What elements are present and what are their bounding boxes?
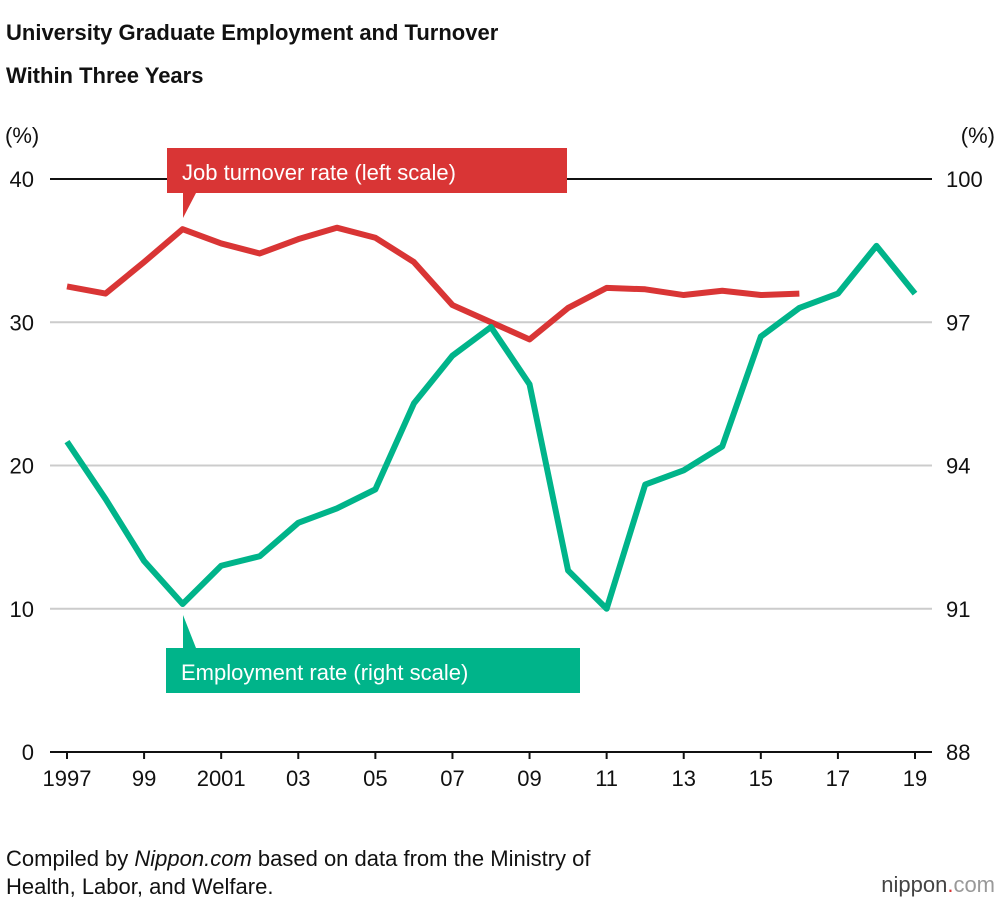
legend-label: Employment rate (right scale) <box>181 660 468 685</box>
y2-tick-label: 94 <box>946 454 970 479</box>
y-unit: (%) <box>5 123 39 148</box>
callout-box <box>167 148 567 218</box>
x-tick-label: 09 <box>517 766 541 791</box>
series-line <box>64 242 918 612</box>
legend-employment: Employment rate (right scale) <box>166 615 580 693</box>
x-tick-label: 05 <box>363 766 387 791</box>
lines <box>64 224 918 612</box>
chart-title: Within Three Years <box>6 63 203 88</box>
x-tick-label: 13 <box>671 766 695 791</box>
y2-tick-label: 88 <box>946 740 970 765</box>
logo: nippon.com <box>881 872 995 897</box>
y-tick-label: 30 <box>10 310 34 335</box>
y2-unit: (%) <box>961 123 995 148</box>
source-part: Nippon.com <box>134 846 251 871</box>
source: Compiled by Nippon.com based on data fro… <box>6 846 591 871</box>
callout-box <box>166 615 580 693</box>
logo-part: com <box>953 872 995 897</box>
x-tick-label: 2001 <box>197 766 246 791</box>
logo-part: . <box>947 872 953 897</box>
y-tick-label: 40 <box>10 167 34 192</box>
y-tick-label: 20 <box>10 454 34 479</box>
y-tick-label: 0 <box>22 740 34 765</box>
legend-label: Job turnover rate (left scale) <box>182 160 456 185</box>
x-tick-label: 1997 <box>43 766 92 791</box>
logo-part: nippon <box>881 872 947 897</box>
chart-title: University Graduate Employment and Turno… <box>6 20 499 45</box>
x-tick-label: 03 <box>286 766 310 791</box>
y2-tick-label: 91 <box>946 597 970 622</box>
x-tick-label: 99 <box>132 766 156 791</box>
source-part: Compiled by <box>6 846 134 871</box>
x-tick-label: 11 <box>595 766 618 791</box>
source: Health, Labor, and Welfare. <box>6 874 273 899</box>
y2-tick-label: 97 <box>946 310 970 335</box>
x-tick-label: 07 <box>440 766 464 791</box>
x-tick-label: 15 <box>749 766 773 791</box>
grid: 0 10 20 30 40 88 91 94 97 100 1997 99 2001 03 05 07 09 11… <box>10 167 983 791</box>
y-tick-label: 10 <box>10 597 34 622</box>
y2-tick-label: 100 <box>946 167 983 192</box>
x-tick-label: 19 <box>903 766 927 791</box>
x-tick-label: 17 <box>826 766 850 791</box>
legend-turnover: Job turnover rate (left scale) <box>167 148 567 218</box>
source-part: based on data from the Ministry of <box>252 846 592 871</box>
series-line <box>66 224 800 343</box>
